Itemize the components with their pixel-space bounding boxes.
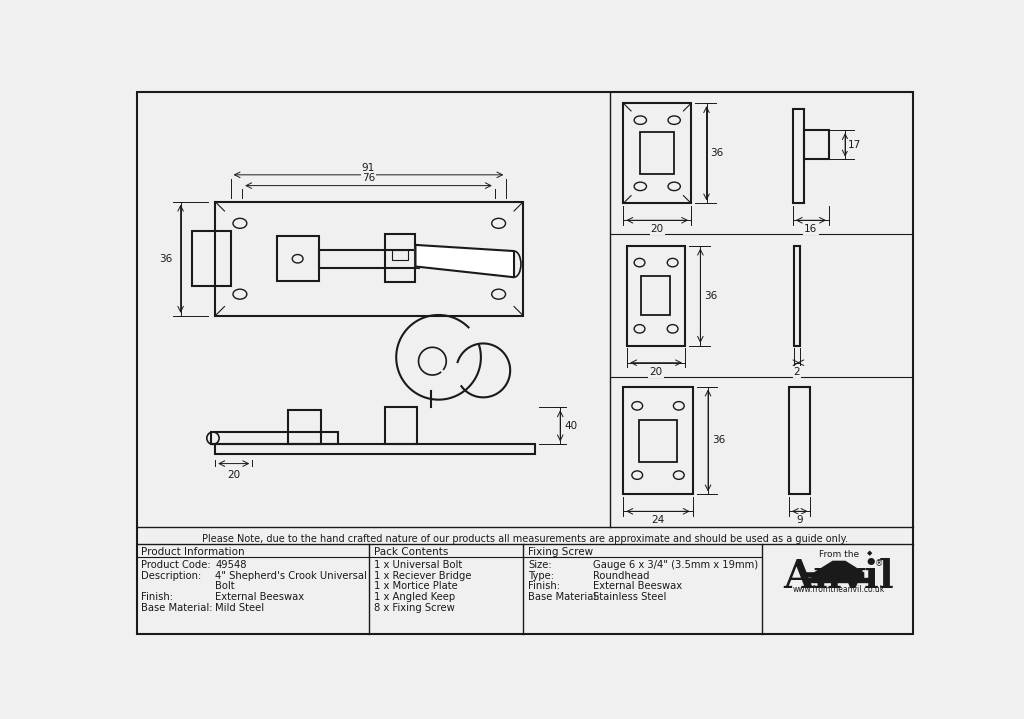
Text: Base Material:: Base Material:	[528, 592, 599, 603]
Bar	[804, 130, 829, 160]
Polygon shape	[804, 573, 814, 577]
Bar	[639, 420, 677, 462]
Text: External Beeswax: External Beeswax	[593, 582, 682, 592]
Text: 4" Shepherd's Crook Universal: 4" Shepherd's Crook Universal	[215, 571, 368, 581]
Text: Product Information: Product Information	[141, 546, 245, 557]
Bar	[215, 202, 523, 316]
Text: Size:: Size:	[528, 560, 552, 570]
Text: 20: 20	[227, 470, 241, 480]
Text: 36: 36	[159, 254, 172, 264]
Polygon shape	[416, 245, 514, 278]
Text: Base Material:: Base Material:	[141, 603, 213, 613]
Text: 20: 20	[650, 224, 664, 234]
Bar	[276, 237, 319, 281]
Text: 1 x Universal Bolt: 1 x Universal Bolt	[374, 560, 462, 570]
Text: Finish:: Finish:	[141, 592, 173, 603]
Bar	[793, 109, 804, 203]
Text: Stainless Steel: Stainless Steel	[593, 592, 666, 603]
Bar	[788, 387, 810, 495]
Text: 36: 36	[705, 290, 718, 301]
Bar	[193, 231, 230, 286]
Bar	[624, 387, 692, 495]
Text: 91: 91	[361, 162, 375, 173]
Bar	[211, 432, 339, 444]
Bar	[795, 246, 800, 346]
Text: 49548: 49548	[215, 560, 247, 570]
Text: ◆: ◆	[867, 550, 872, 556]
Bar	[392, 249, 408, 260]
Text: Type:: Type:	[528, 571, 554, 581]
Bar	[289, 410, 321, 444]
Text: Please Note, due to the hand crafted nature of our products all measurements are: Please Note, due to the hand crafted nat…	[202, 534, 848, 544]
Bar	[641, 277, 671, 315]
Bar	[808, 577, 869, 582]
Text: 17: 17	[848, 139, 861, 150]
Text: Pack Contents: Pack Contents	[374, 546, 449, 557]
Text: Description:: Description:	[141, 571, 202, 581]
Text: External Beeswax: External Beeswax	[215, 592, 304, 603]
Text: ®: ®	[874, 559, 883, 568]
Text: Finish:: Finish:	[528, 582, 560, 592]
Text: 40: 40	[564, 421, 578, 431]
Text: From the: From the	[819, 550, 859, 559]
Text: 8 x Fixing Screw: 8 x Fixing Screw	[374, 603, 455, 613]
Text: 20: 20	[649, 367, 663, 377]
Text: Roundhead: Roundhead	[593, 571, 649, 581]
Bar	[215, 444, 535, 454]
Bar	[385, 234, 416, 282]
Text: Fixing Screw: Fixing Screw	[528, 546, 593, 557]
Bar	[319, 249, 419, 268]
Text: 9: 9	[797, 516, 803, 525]
Text: Bolt: Bolt	[215, 582, 234, 592]
Text: 76: 76	[361, 173, 375, 183]
Text: 1 x Angled Keep: 1 x Angled Keep	[374, 592, 455, 603]
Text: 1 x Mortice Plate: 1 x Mortice Plate	[374, 582, 458, 592]
Bar	[624, 104, 691, 203]
Text: 2: 2	[794, 367, 801, 377]
Text: 36: 36	[712, 436, 725, 446]
Text: 24: 24	[651, 516, 665, 525]
Bar	[385, 408, 417, 444]
Text: 36: 36	[711, 148, 724, 158]
Text: 16: 16	[804, 224, 817, 234]
Bar	[628, 246, 685, 346]
Text: Anvil: Anvil	[783, 557, 894, 595]
Text: 1 x Reciever Bridge: 1 x Reciever Bridge	[374, 571, 471, 581]
Text: Mild Steel: Mild Steel	[215, 603, 264, 613]
Text: Gauge 6 x 3/4" (3.5mm x 19mm): Gauge 6 x 3/4" (3.5mm x 19mm)	[593, 560, 758, 570]
Bar	[640, 132, 674, 174]
Text: Product Code:: Product Code:	[141, 560, 211, 570]
Polygon shape	[814, 562, 863, 577]
Text: www.fromtheanvil.co.uk: www.fromtheanvil.co.uk	[793, 585, 885, 594]
